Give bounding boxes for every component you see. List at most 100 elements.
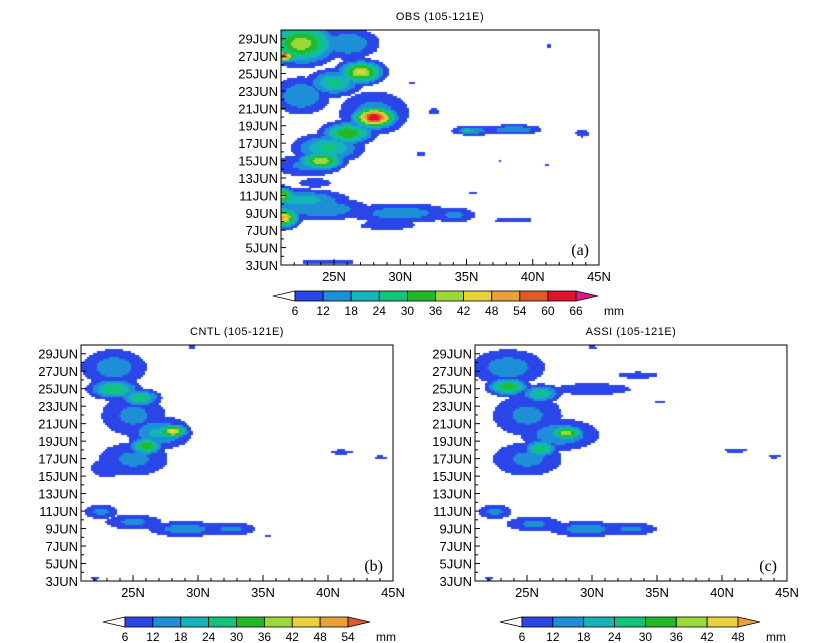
y-tick-label: 27JUN (238, 49, 278, 64)
y-tick-label: 3JUN (245, 258, 278, 273)
y-tick-label: 21JUN (238, 101, 278, 116)
colorbar-box (180, 616, 210, 628)
y-tick-label: 11JUN (433, 504, 472, 519)
colorbar-box (435, 290, 465, 302)
y-tick-label: 3JUN (45, 574, 78, 589)
colorbar-high-triangle (575, 290, 599, 302)
y-tick-label: 25JUN (238, 67, 278, 82)
colorbar-unit: mm (766, 630, 786, 643)
y-tick-label: 3JUN (439, 574, 472, 589)
colorbar-high-triangle (347, 616, 371, 628)
x-tick-label: 35N (455, 269, 479, 284)
colorbar-box (552, 616, 585, 628)
y-tick-label: 19JUN (38, 434, 78, 449)
colorbar-label: 6 (519, 630, 526, 643)
colorbar-box (614, 616, 646, 628)
y-tick-label: 13JUN (38, 487, 78, 502)
y-tick-label: 21JUN (38, 417, 78, 432)
y-tick-label: 29JUN (38, 347, 78, 362)
colorbar-c: 6 12 18 24 30 36 42 48 mm (499, 616, 786, 643)
y-tick-label: 13JUN (238, 171, 278, 186)
y-tick-label: 17JUN (238, 136, 278, 151)
x-tick-label: 35N (251, 585, 275, 600)
colorbar-label: 30 (639, 630, 653, 643)
colorbar-unit: mm (604, 304, 624, 318)
x-tick-label: 45N (381, 585, 405, 600)
y-tick-label: 13JUN (432, 487, 472, 502)
panel-title: OBS (105-121E) (396, 11, 484, 23)
colorbar-box (263, 616, 293, 628)
x-tick-label: 25N (515, 585, 539, 600)
colorbar-label: 12 (546, 630, 560, 643)
colorbar-box (322, 290, 352, 302)
y-tick-label: 17JUN (38, 452, 78, 467)
colorbar-label: 48 (485, 304, 499, 318)
colorbar-box (294, 290, 324, 302)
panel-title: CNTL (105-121E) (190, 326, 284, 338)
colorbar-label: 24 (608, 630, 622, 643)
precip-field-a (281, 30, 599, 265)
x-tick-label: 45N (587, 269, 611, 284)
y-tick-label: 23JUN (432, 399, 472, 414)
colorbar-box (291, 616, 321, 628)
y-tick-label: 15JUN (238, 154, 278, 169)
x-tick-label: 45N (775, 585, 799, 600)
panel-c: ASSI (105-121E) 3JUN 5JUN 7JUN 9JUN 11JUN 13JU… (432, 326, 799, 643)
y-tick-label: 21JUN (432, 417, 472, 432)
colorbar-box (463, 290, 493, 302)
colorbar-label: 48 (731, 630, 745, 643)
y-tick-label: 15JUN (38, 469, 78, 484)
y-tick-label: 15JUN (432, 469, 472, 484)
colorbar-label: 24 (373, 304, 387, 318)
y-tick-label: 9JUN (439, 522, 472, 537)
colorbar-box (350, 290, 380, 302)
panel-label: (a) (571, 242, 589, 259)
y-tick-label: 25JUN (38, 382, 78, 397)
colorbar-box (406, 290, 436, 302)
y-tick-label: 29JUN (432, 347, 472, 362)
colorbar-box (645, 616, 677, 628)
panel-title: ASSI (105-121E) (586, 326, 677, 338)
colorbar-low-triangle (102, 616, 126, 628)
colorbar-low-triangle (499, 616, 523, 628)
colorbar-label: 36 (258, 630, 272, 643)
panel-label: (b) (364, 558, 383, 575)
y-tick-label: 25JUN (432, 382, 472, 397)
y-tick-label: 9JUN (45, 522, 78, 537)
y-tick-label: 5JUN (45, 557, 78, 572)
x-tick-label: 40N (521, 269, 545, 284)
precip-field-b (81, 345, 393, 581)
panel-label: (c) (759, 558, 777, 575)
y-tick-label: 27JUN (38, 364, 78, 379)
colorbar-label: 66 (569, 304, 583, 318)
x-tick-label: 30N (186, 585, 210, 600)
precip-field-c (475, 345, 787, 581)
colorbar-label: 18 (174, 630, 188, 643)
colorbar-box (124, 616, 154, 628)
y-tick-label: 5JUN (439, 557, 472, 572)
panel-b: CNTL (105-121E) 3JUN 5JUN 7JUN 9JUN 11JUN 13JU… (38, 326, 405, 643)
colorbar-a: 6 12 18 24 30 36 42 48 54 60 66 mm (272, 290, 624, 318)
x-tick-label: 25N (322, 269, 346, 284)
colorbar-label: 30 (230, 630, 244, 643)
colorbar-label: 24 (202, 630, 216, 643)
x-tick-label: 40N (710, 585, 734, 600)
colorbar-low-triangle (272, 290, 296, 302)
y-tick-label: 29JUN (238, 32, 278, 47)
colorbar-box (583, 616, 615, 628)
colorbar-label: 42 (700, 630, 714, 643)
x-tick-label: 40N (316, 585, 340, 600)
colorbar-label: 42 (286, 630, 300, 643)
y-tick-label: 7JUN (439, 539, 472, 554)
colorbar-box (152, 616, 182, 628)
colorbar-box (378, 290, 408, 302)
x-tick-label: 35N (645, 585, 669, 600)
colorbar-box (236, 616, 265, 628)
colorbar-box (521, 616, 554, 628)
colorbar-label: 30 (401, 304, 415, 318)
x-tick-label: 30N (388, 269, 412, 284)
y-tick-label: 9JUN (245, 206, 278, 221)
colorbar-box (319, 616, 349, 628)
colorbar-label: 54 (513, 304, 527, 318)
